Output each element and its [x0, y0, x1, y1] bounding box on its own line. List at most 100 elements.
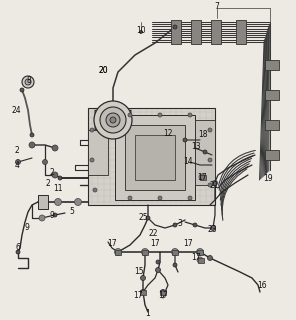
- Circle shape: [25, 79, 31, 85]
- Circle shape: [15, 159, 20, 164]
- Circle shape: [29, 142, 35, 148]
- Circle shape: [188, 196, 192, 200]
- Circle shape: [43, 159, 47, 164]
- Circle shape: [20, 88, 24, 92]
- Text: 9: 9: [49, 212, 54, 220]
- Circle shape: [141, 249, 149, 255]
- Bar: [142, 250, 148, 255]
- Text: 17: 17: [133, 292, 143, 300]
- Circle shape: [139, 30, 142, 34]
- Circle shape: [158, 113, 162, 117]
- Bar: [265, 120, 279, 130]
- Circle shape: [106, 113, 120, 127]
- Circle shape: [208, 128, 212, 132]
- Circle shape: [52, 145, 58, 151]
- Text: 17: 17: [158, 292, 168, 300]
- Text: 8: 8: [27, 76, 31, 84]
- Circle shape: [213, 180, 218, 186]
- Circle shape: [16, 250, 20, 254]
- Bar: [265, 90, 279, 100]
- Text: 13: 13: [191, 141, 201, 150]
- Circle shape: [197, 249, 203, 255]
- Bar: [265, 150, 279, 160]
- Circle shape: [128, 113, 132, 117]
- Bar: [191, 20, 201, 44]
- Circle shape: [54, 198, 62, 205]
- Circle shape: [197, 257, 203, 263]
- Polygon shape: [195, 120, 215, 185]
- Circle shape: [58, 176, 62, 180]
- Text: 6: 6: [16, 244, 20, 252]
- Circle shape: [158, 196, 162, 200]
- Polygon shape: [88, 108, 215, 205]
- Text: 25: 25: [138, 213, 148, 222]
- Circle shape: [173, 25, 177, 29]
- Polygon shape: [125, 125, 185, 190]
- Circle shape: [22, 76, 34, 88]
- Text: 10: 10: [136, 26, 146, 35]
- Text: 14: 14: [183, 156, 193, 165]
- Circle shape: [203, 150, 207, 154]
- Text: 1: 1: [146, 308, 150, 317]
- Polygon shape: [135, 135, 175, 180]
- Text: 22: 22: [148, 229, 158, 238]
- Circle shape: [53, 213, 57, 217]
- Circle shape: [188, 113, 192, 117]
- Bar: [211, 20, 221, 44]
- Circle shape: [75, 198, 81, 205]
- Text: 15: 15: [134, 268, 144, 276]
- Circle shape: [171, 249, 178, 255]
- Circle shape: [141, 276, 146, 281]
- Text: 17: 17: [150, 239, 160, 249]
- Circle shape: [93, 188, 97, 192]
- Circle shape: [199, 174, 205, 180]
- Bar: [115, 250, 121, 255]
- Bar: [236, 20, 246, 44]
- Text: 16: 16: [257, 281, 267, 290]
- Text: 24: 24: [11, 106, 21, 115]
- Circle shape: [141, 290, 146, 294]
- Circle shape: [146, 216, 150, 220]
- Circle shape: [115, 249, 121, 255]
- Text: 12: 12: [163, 129, 173, 138]
- Circle shape: [207, 255, 213, 260]
- Text: 2: 2: [50, 167, 54, 177]
- Polygon shape: [88, 130, 108, 175]
- Circle shape: [210, 226, 215, 230]
- Circle shape: [155, 268, 160, 273]
- Text: 19: 19: [263, 173, 273, 182]
- Text: 17: 17: [197, 172, 207, 181]
- Bar: [197, 250, 203, 255]
- Circle shape: [208, 183, 212, 187]
- Circle shape: [173, 263, 177, 267]
- Circle shape: [100, 107, 126, 133]
- Text: 4: 4: [15, 161, 20, 170]
- Circle shape: [183, 138, 187, 142]
- Text: 5: 5: [70, 206, 74, 215]
- Circle shape: [173, 223, 177, 227]
- Text: 20: 20: [98, 66, 108, 75]
- Circle shape: [156, 260, 160, 264]
- Text: 9: 9: [25, 222, 29, 231]
- Circle shape: [160, 290, 165, 294]
- Bar: [198, 258, 204, 263]
- Circle shape: [30, 133, 34, 137]
- Circle shape: [90, 128, 94, 132]
- Bar: [200, 175, 206, 180]
- Circle shape: [90, 158, 94, 162]
- Text: 20: 20: [98, 66, 108, 75]
- Polygon shape: [115, 115, 195, 200]
- Circle shape: [110, 117, 116, 123]
- Text: 17: 17: [107, 239, 117, 249]
- Text: 17: 17: [183, 239, 193, 249]
- Circle shape: [128, 196, 132, 200]
- Text: 2: 2: [46, 179, 50, 188]
- Text: 21: 21: [209, 180, 219, 189]
- Bar: [171, 20, 181, 44]
- Text: 18: 18: [198, 130, 208, 139]
- Bar: [140, 290, 146, 295]
- Text: 2: 2: [15, 146, 19, 155]
- Circle shape: [208, 158, 212, 162]
- Text: 23: 23: [207, 226, 217, 235]
- Text: 3: 3: [178, 220, 182, 228]
